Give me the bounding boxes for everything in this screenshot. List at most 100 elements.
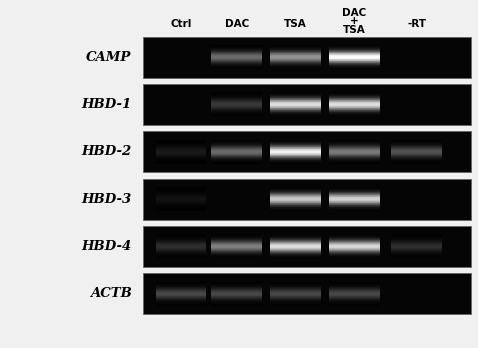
Bar	[270, 299, 321, 300]
Bar	[211, 98, 262, 99]
Bar	[211, 163, 262, 164]
Bar	[329, 245, 380, 246]
Bar	[156, 205, 206, 206]
Bar	[211, 107, 262, 108]
Text: TSA: TSA	[284, 19, 307, 29]
Bar	[391, 237, 442, 238]
Bar	[329, 196, 380, 197]
Bar	[329, 300, 380, 301]
Bar	[270, 195, 321, 196]
Bar	[211, 282, 262, 283]
Bar	[156, 198, 206, 199]
Bar	[329, 105, 380, 106]
Bar	[156, 191, 206, 192]
Bar	[211, 154, 262, 155]
Bar	[156, 187, 206, 188]
Bar	[270, 241, 321, 242]
Bar	[329, 49, 380, 50]
Bar	[270, 250, 321, 251]
Bar	[329, 149, 380, 150]
Bar	[391, 141, 442, 142]
Bar	[270, 147, 321, 148]
Text: +: +	[350, 16, 359, 26]
Bar	[211, 147, 262, 148]
Bar	[211, 158, 262, 159]
Bar	[211, 53, 262, 54]
Bar	[270, 102, 321, 103]
Bar	[211, 156, 262, 157]
Bar	[270, 188, 321, 189]
Bar	[156, 246, 206, 247]
Bar	[391, 249, 442, 250]
Bar	[211, 240, 262, 241]
Bar	[329, 293, 380, 294]
Bar	[211, 106, 262, 107]
Bar	[270, 295, 321, 296]
Bar	[329, 238, 380, 239]
Bar	[270, 285, 321, 286]
Bar	[329, 47, 380, 48]
Bar	[329, 158, 380, 159]
Bar	[391, 159, 442, 160]
Bar	[391, 254, 442, 255]
Bar	[391, 157, 442, 158]
Bar	[156, 162, 206, 163]
Bar	[211, 155, 262, 156]
Bar	[270, 287, 321, 288]
Bar	[211, 286, 262, 287]
Bar	[156, 298, 206, 299]
Bar	[391, 250, 442, 251]
Bar	[270, 301, 321, 302]
Bar	[211, 52, 262, 53]
Bar	[211, 115, 262, 116]
Bar	[329, 252, 380, 253]
Text: HBD-3: HBD-3	[81, 192, 131, 206]
Bar	[156, 301, 206, 302]
Bar	[270, 238, 321, 239]
Bar	[211, 94, 262, 95]
Bar	[329, 62, 380, 63]
Bar	[156, 154, 206, 155]
Bar	[211, 249, 262, 250]
Bar	[156, 282, 206, 283]
Bar	[156, 148, 206, 149]
Bar	[211, 241, 262, 242]
Bar	[270, 207, 321, 208]
Bar	[270, 248, 321, 249]
Bar	[156, 296, 206, 297]
Bar	[329, 209, 380, 210]
Bar	[156, 294, 206, 295]
Bar	[211, 67, 262, 68]
Bar	[211, 300, 262, 301]
Bar	[391, 142, 442, 143]
Bar	[156, 297, 206, 298]
Bar	[156, 197, 206, 198]
Bar	[391, 238, 442, 239]
Bar	[329, 108, 380, 109]
Bar	[329, 285, 380, 286]
Bar	[211, 296, 262, 297]
Bar	[156, 208, 206, 209]
Bar	[391, 155, 442, 156]
Bar	[329, 257, 380, 258]
Bar	[156, 141, 206, 142]
Bar	[211, 159, 262, 160]
Bar	[329, 247, 380, 248]
Bar	[143, 226, 471, 267]
Bar	[270, 206, 321, 207]
Bar	[211, 288, 262, 289]
Bar	[329, 295, 380, 296]
Bar	[329, 287, 380, 288]
Bar	[329, 297, 380, 298]
Bar	[156, 255, 206, 256]
Bar	[270, 160, 321, 161]
Bar	[329, 187, 380, 188]
Bar	[391, 140, 442, 141]
Bar	[391, 147, 442, 148]
Bar	[211, 100, 262, 101]
Bar	[329, 286, 380, 287]
Bar	[270, 159, 321, 160]
Bar	[211, 254, 262, 255]
Bar	[270, 163, 321, 164]
Bar	[211, 62, 262, 63]
